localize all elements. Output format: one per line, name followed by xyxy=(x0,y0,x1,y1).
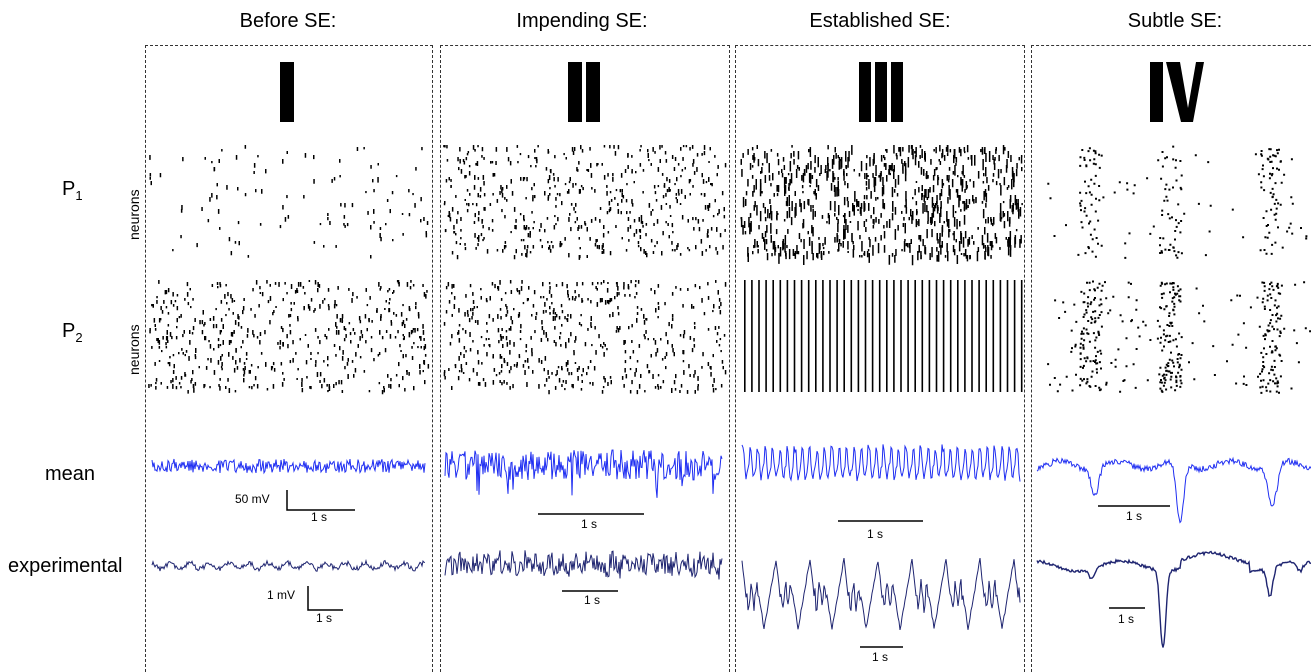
raster-p2-subtle-spikes xyxy=(1047,280,1311,394)
panel-established xyxy=(735,45,1025,672)
mean-trace-before xyxy=(151,458,426,475)
row-label-mean: mean xyxy=(45,463,96,485)
raster-p2-impending-spikes xyxy=(443,280,727,395)
raster-p2-impending xyxy=(443,280,727,395)
panel-impending xyxy=(440,45,730,672)
experimental-trace-subtle xyxy=(1036,550,1311,648)
raster-p1-established-spikes xyxy=(740,145,1023,266)
voltage-traces xyxy=(151,444,1311,648)
scale-bar-mean-before xyxy=(286,490,355,511)
mean-trace-impending xyxy=(444,449,723,498)
raster-p2-established xyxy=(744,280,1023,392)
raster-p1-subtle-spikes xyxy=(1047,145,1308,259)
mean-trace-subtle xyxy=(1036,456,1311,524)
raster-p1-subtle xyxy=(1047,145,1308,259)
scale-label-1s-mean-subtle: 1 s xyxy=(1126,509,1143,523)
numeral-ii xyxy=(568,62,600,122)
stage-title-established: Established SE: xyxy=(809,10,951,32)
scale-label-1s-mean-established: 1 s xyxy=(867,527,884,541)
scale-bar-exp-before xyxy=(307,586,343,611)
raster-p1-impending xyxy=(443,145,727,260)
mean-trace-established xyxy=(741,444,1021,482)
experimental-trace-impending xyxy=(444,550,723,580)
raster-p1-before xyxy=(149,145,429,259)
raster-p2-before-spikes xyxy=(148,280,430,395)
scale-label-1s-exp-before: 1 s xyxy=(316,611,333,625)
stage-title-impending: Impending SE: xyxy=(516,10,648,32)
scale-label-1s-mean-before: 1 s xyxy=(311,510,328,524)
row-label-p1: P1 xyxy=(62,178,83,203)
scale-label-1s-exp-established: 1 s xyxy=(872,650,889,664)
experimental-trace-before xyxy=(151,558,426,573)
stage-title-subtle: Subtle SE: xyxy=(1127,10,1223,32)
raster-plots xyxy=(148,145,1311,395)
stage-title-before: Before SE: xyxy=(239,10,337,32)
experimental-trace-established xyxy=(741,558,1021,631)
raster-p1-established xyxy=(740,145,1023,266)
scale-label-1s-exp-subtle: 1 s xyxy=(1118,612,1135,626)
row-label-experimental: experimental xyxy=(8,555,123,577)
panel-before xyxy=(145,45,433,672)
numeral-iv xyxy=(1150,62,1204,122)
scale-bars xyxy=(286,490,1170,648)
row-label-p2: P2 xyxy=(62,320,83,345)
scale-label-1s-mean-impending: 1 s xyxy=(581,517,598,531)
raster-p2-before xyxy=(148,280,430,395)
scale-label-50mv: 50 mV xyxy=(235,492,270,506)
numeral-iii xyxy=(859,62,903,122)
raster-p2-established-spikes xyxy=(744,280,1023,392)
raster-p1-impending-spikes xyxy=(443,145,727,260)
panel-subtle xyxy=(1031,45,1311,672)
raster-p2-subtle xyxy=(1047,280,1311,394)
numeral-i xyxy=(280,62,294,122)
scale-label-1mv: 1 mV xyxy=(267,588,296,602)
raster-p1-before-spikes xyxy=(149,145,429,259)
scale-label-1s-exp-impending: 1 s xyxy=(584,593,601,607)
